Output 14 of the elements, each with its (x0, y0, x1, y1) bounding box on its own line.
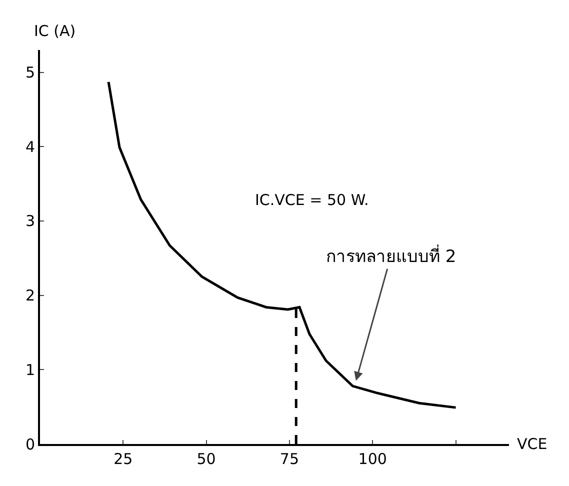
annotation: การทลายแบบที่ 2 (326, 244, 456, 267)
y-tick-label: 5 (25, 64, 35, 82)
y-tick-label: 4 (25, 138, 35, 156)
annotation: IC.VCE = 50 W. (255, 191, 369, 209)
y-tick-label: 0 (25, 435, 35, 454)
x-tick-label: 25 (114, 450, 133, 468)
x-tick-label: 75 (280, 450, 300, 468)
x-tick-label: 100 (358, 450, 387, 468)
x-tick-label: 50 (196, 450, 216, 468)
y-tick-label: 1 (25, 360, 35, 379)
y-tick-label: 3 (25, 212, 35, 230)
y-axis-title: IC (A) (34, 22, 76, 40)
y-tick-label: 2 (25, 286, 35, 305)
x-axis-title: VCE (517, 435, 548, 453)
